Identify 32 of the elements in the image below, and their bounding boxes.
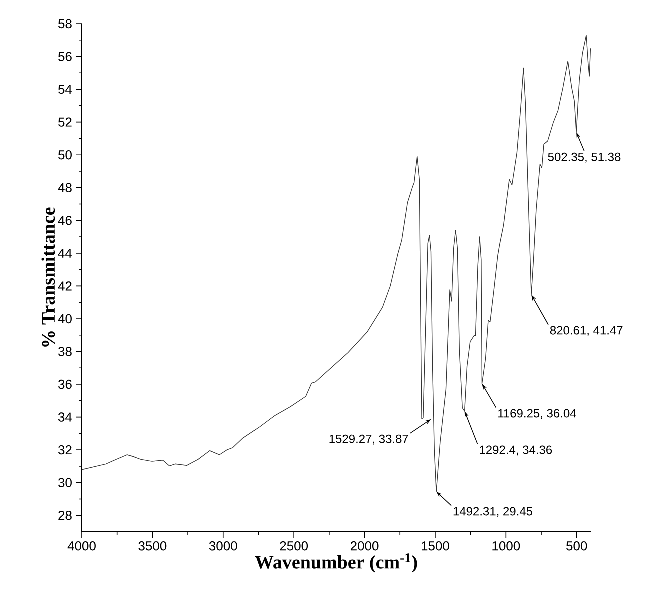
annotation: 1292.4, 34.36 bbox=[480, 446, 552, 456]
annotation: 502.35, 51.38 bbox=[548, 152, 621, 163]
y-tick-label: 34 bbox=[58, 412, 72, 422]
x-tick-label: 1500 bbox=[422, 542, 450, 551]
x-tick-label: 2500 bbox=[280, 542, 308, 551]
y-tick-label: 56 bbox=[58, 52, 72, 62]
x-tick-label: 500 bbox=[566, 542, 588, 551]
y-tick-label: 30 bbox=[58, 478, 72, 488]
x-tick-label: 3000 bbox=[209, 542, 238, 551]
y-tick-label: 52 bbox=[58, 118, 72, 127]
y-tick-label: 50 bbox=[58, 150, 72, 160]
annotation: 1492.31, 29.45 bbox=[454, 507, 532, 518]
y-tick-label: 42 bbox=[58, 282, 72, 291]
x-tick-label: 3500 bbox=[138, 542, 167, 551]
x-tick-label: 1000 bbox=[492, 542, 520, 551]
y-tick-label: 38 bbox=[58, 347, 72, 356]
x-tick-label: 2000 bbox=[350, 542, 379, 551]
y-tick-label: 48 bbox=[58, 183, 72, 192]
y-tick-label: 44 bbox=[58, 248, 72, 258]
y-tick-label: 36 bbox=[58, 380, 72, 390]
y-tick-label: 58 bbox=[58, 19, 72, 29]
y-tick-label: 40 bbox=[58, 314, 72, 324]
x-tick-label: 4000 bbox=[68, 542, 96, 551]
annotation: 820.61, 41.47 bbox=[550, 326, 623, 336]
y-tick-label: 32 bbox=[58, 445, 72, 455]
x-axis-title: Wavenumber (cm$^{-1}$) bbox=[255, 554, 418, 573]
y-tick-label: 46 bbox=[58, 216, 72, 226]
annotation: 1529.27, 33.87 bbox=[330, 434, 408, 445]
y-tick-label: 54 bbox=[58, 85, 72, 94]
annotation: 1169.25, 36.04 bbox=[498, 409, 576, 420]
y-axis-title: % Transmittance bbox=[42, 208, 56, 347]
y-tick-label: 28 bbox=[58, 511, 72, 520]
